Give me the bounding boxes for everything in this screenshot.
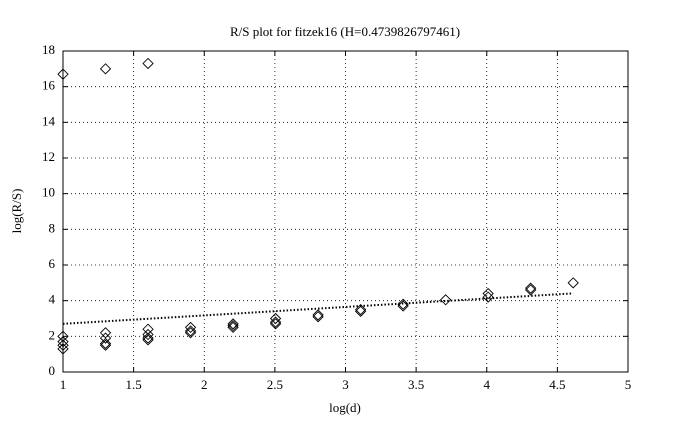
data-point	[184, 325, 197, 337]
y-tick-label: 4	[49, 292, 56, 307]
x-tick-label: 1.5	[126, 377, 142, 392]
data-point	[354, 303, 367, 316]
y-tick-label: 8	[49, 220, 56, 235]
data-point	[99, 327, 112, 339]
data-point	[269, 312, 282, 325]
data-point	[142, 57, 154, 70]
data-point	[312, 309, 324, 321]
axes-frame	[62, 50, 629, 373]
data-point	[525, 284, 537, 296]
data-point	[227, 318, 239, 330]
data-point	[354, 305, 367, 318]
y-tick-label: 0	[49, 363, 56, 378]
y-tick-label: 14	[42, 113, 56, 128]
x-axis-label: log(d)	[329, 400, 361, 415]
data-point	[142, 332, 154, 344]
x-tick-label: 1	[60, 377, 67, 392]
chart-title: R/S plot for fitzek16 (H=0.4739826797461…	[230, 24, 460, 39]
x-tick-label: 4.5	[549, 377, 565, 392]
data-point	[227, 319, 239, 332]
data-point	[312, 311, 324, 323]
data-point	[482, 291, 494, 303]
x-tick-label: 3	[342, 377, 349, 392]
y-tick-label: 16	[42, 78, 56, 93]
data-point	[269, 318, 282, 330]
data-point	[397, 298, 409, 310]
data-point	[142, 334, 154, 346]
data-point	[227, 321, 239, 334]
plot-area: 1 1.5 2 2.5 3 3.5 4 4.5 5 0 2 4 6 8 10 12 14 16 18	[42, 42, 631, 392]
data-point	[397, 300, 409, 312]
y-tick-label: 10	[42, 185, 55, 200]
data-point	[184, 321, 197, 334]
x-tick-label: 3.5	[408, 377, 424, 392]
data-point	[99, 332, 112, 344]
y-tick-label: 18	[42, 42, 55, 57]
data-point	[142, 328, 154, 341]
x-tick-label: 2.5	[267, 377, 283, 392]
data-point	[269, 316, 282, 328]
y-tick-label: 2	[49, 327, 56, 342]
data-point	[567, 277, 579, 289]
data-point	[99, 337, 112, 350]
y-axis-label: log(R/S)	[9, 189, 24, 234]
y-tick-label: 6	[49, 256, 56, 271]
data-point	[99, 339, 112, 351]
data-point	[482, 287, 494, 300]
x-tick-label: 5	[625, 377, 632, 392]
y-tick-label: 12	[42, 149, 55, 164]
data-point	[440, 294, 452, 306]
x-tick-label: 2	[201, 377, 208, 392]
x-tick-label: 4	[484, 377, 491, 392]
fit-line	[62, 292, 574, 325]
data-point	[525, 282, 537, 294]
data-point	[184, 327, 197, 339]
data-point	[142, 323, 154, 335]
data-point	[99, 63, 112, 75]
